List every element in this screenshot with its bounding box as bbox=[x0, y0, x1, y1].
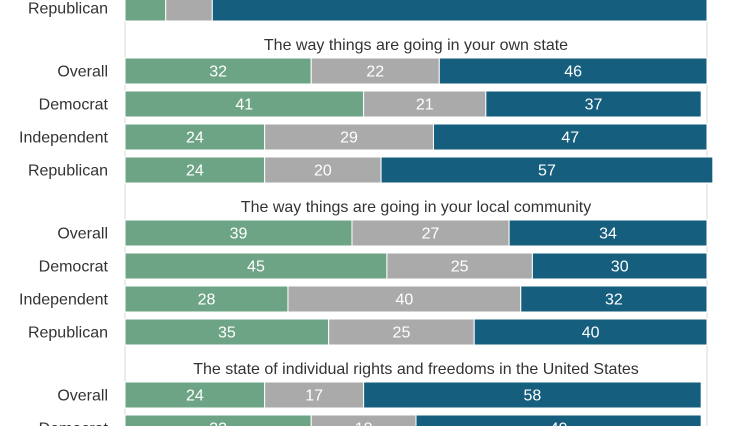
row-label: Independent bbox=[19, 292, 109, 309]
data-label: 45 bbox=[247, 259, 265, 276]
bar-segment-2 bbox=[328, 318, 475, 346]
bar-segment-2 bbox=[264, 123, 434, 151]
bar-segment-3 bbox=[508, 219, 708, 247]
bar-segment-2 bbox=[165, 0, 213, 22]
data-label: 18 bbox=[355, 421, 373, 426]
data-label: 20 bbox=[314, 163, 332, 180]
data-label: 24 bbox=[186, 163, 204, 180]
data-label: 22 bbox=[366, 64, 384, 81]
bar-segment-2 bbox=[351, 219, 510, 247]
bar-segment-3 bbox=[485, 90, 702, 118]
data-label: 32 bbox=[209, 64, 227, 81]
data-label: 47 bbox=[561, 130, 579, 147]
row-label: Democrat bbox=[39, 259, 109, 276]
data-label: 34 bbox=[599, 226, 617, 243]
row-label: Republican bbox=[28, 325, 108, 342]
data-label: 41 bbox=[235, 97, 253, 114]
row-label: Democrat bbox=[39, 97, 109, 114]
bar-segment-3 bbox=[438, 57, 708, 85]
bar-segment-1 bbox=[124, 156, 266, 184]
bar-segment-1 bbox=[124, 414, 312, 426]
row-label: Democrat bbox=[39, 421, 109, 426]
bar-segment-3 bbox=[520, 285, 708, 313]
data-label: 57 bbox=[538, 163, 556, 180]
data-label: 58 bbox=[524, 388, 542, 405]
data-label: 21 bbox=[416, 97, 434, 114]
row-label: Republican bbox=[28, 1, 108, 18]
row-label: Overall bbox=[57, 388, 108, 405]
row-label: Independent bbox=[19, 130, 109, 147]
bar-segment-3 bbox=[380, 156, 714, 184]
bar-segment-2 bbox=[386, 252, 533, 280]
group-title: The state of individual rights and freed… bbox=[193, 361, 639, 378]
bar-segment-2 bbox=[264, 381, 365, 409]
bar-segment-2 bbox=[264, 156, 382, 184]
bar-segment-3 bbox=[531, 252, 708, 280]
data-label: 39 bbox=[230, 226, 248, 243]
bar-segment-2 bbox=[310, 414, 417, 426]
bar-segment-1 bbox=[124, 90, 365, 118]
data-label: 32 bbox=[209, 421, 227, 426]
data-label: 27 bbox=[422, 226, 440, 243]
row-label: Republican bbox=[28, 163, 108, 180]
bar-segment-3 bbox=[432, 123, 708, 151]
data-label: 28 bbox=[198, 292, 216, 309]
bar-segment-2 bbox=[287, 285, 522, 313]
data-label: 40 bbox=[582, 325, 600, 342]
data-label: 40 bbox=[395, 292, 413, 309]
data-label: 17 bbox=[305, 388, 323, 405]
bar-segment-1 bbox=[124, 318, 330, 346]
data-label: 37 bbox=[585, 97, 603, 114]
group-title: The way things are going in your own sta… bbox=[264, 37, 568, 54]
data-label: 24 bbox=[186, 388, 204, 405]
bar-segment-1 bbox=[124, 0, 167, 22]
data-label: 30 bbox=[611, 259, 629, 276]
data-label: 35 bbox=[218, 325, 236, 342]
bar-segment-1 bbox=[124, 123, 266, 151]
data-label: 46 bbox=[564, 64, 582, 81]
group-title: The way things are going in your local c… bbox=[241, 199, 591, 216]
data-label: 25 bbox=[451, 259, 469, 276]
data-label: 24 bbox=[186, 130, 204, 147]
data-label: 49 bbox=[550, 421, 568, 426]
bar-segment-3 bbox=[211, 0, 708, 22]
row-label: Overall bbox=[57, 226, 108, 243]
bar-segment-3 bbox=[473, 318, 708, 346]
bar-segment-3 bbox=[415, 414, 702, 426]
row-label: Overall bbox=[57, 64, 108, 81]
data-label: 32 bbox=[605, 292, 623, 309]
bar-segment-1 bbox=[124, 252, 388, 280]
bar-segment-3 bbox=[363, 381, 702, 409]
data-label: 25 bbox=[393, 325, 411, 342]
data-label: 29 bbox=[340, 130, 358, 147]
bar-segment-1 bbox=[124, 57, 312, 85]
bar-segment-2 bbox=[310, 57, 440, 85]
